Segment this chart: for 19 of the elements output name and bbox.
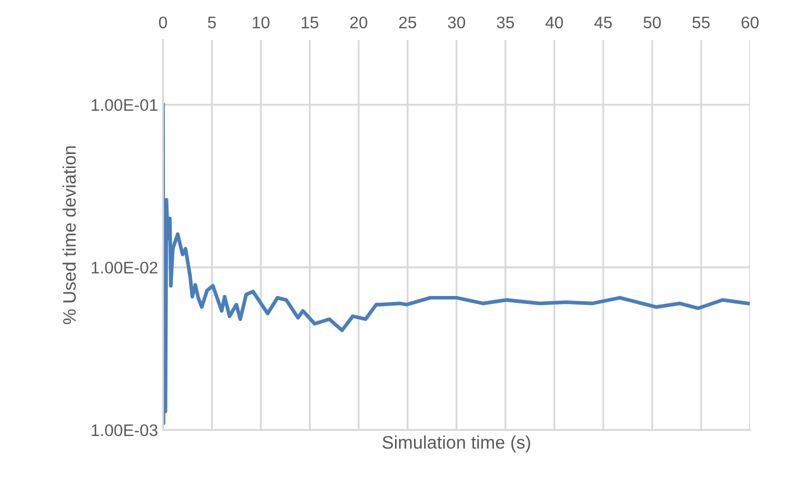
x-tick-label: 15 — [302, 16, 318, 28]
x-tick-label: 5 — [208, 16, 216, 28]
y-tick-label: 1.00E-02 — [92, 262, 158, 274]
x-tick-label: 40 — [545, 16, 563, 28]
x-tick-label: 25 — [399, 16, 416, 28]
x-axis-title: Simulation time (s) — [382, 436, 530, 452]
line-series — [163, 102, 750, 426]
x-tick-label: 35 — [496, 16, 514, 28]
x-tick-label: 45 — [594, 16, 612, 28]
x-tick-label: 60 — [742, 16, 759, 28]
x-tick-label: 0 — [159, 16, 167, 28]
x-tick-label: 20 — [350, 16, 368, 28]
x-tick-label: 50 — [644, 16, 661, 28]
x-tick-label: 55 — [692, 16, 710, 28]
x-tick-label: 10 — [252, 16, 270, 28]
y-tick-label: 1.00E-01 — [92, 99, 158, 111]
x-tick-label: 30 — [448, 16, 466, 28]
y-axis-title: % Used time deviation — [62, 146, 76, 324]
y-tick-label: 1.00E-03 — [92, 424, 158, 436]
